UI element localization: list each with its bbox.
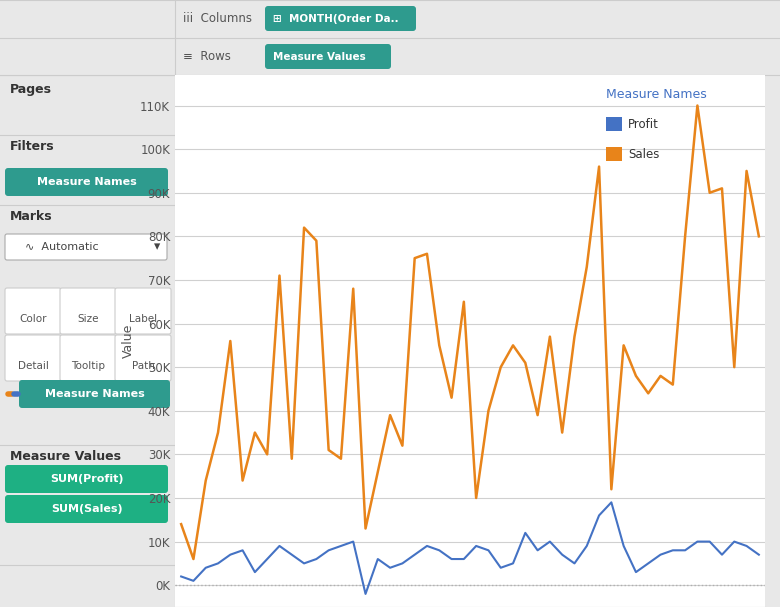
FancyBboxPatch shape xyxy=(265,44,391,69)
Text: Measure Names: Measure Names xyxy=(45,389,145,399)
Text: iii  Columns: iii Columns xyxy=(183,12,252,24)
Text: ∿  Automatic: ∿ Automatic xyxy=(25,242,98,252)
Text: SUM(Sales): SUM(Sales) xyxy=(51,504,122,514)
Text: SUM(Profit): SUM(Profit) xyxy=(50,474,124,484)
Text: Measure Values: Measure Values xyxy=(273,52,366,61)
FancyBboxPatch shape xyxy=(5,465,168,493)
Text: Label: Label xyxy=(129,314,157,324)
Text: Detail: Detail xyxy=(18,361,48,371)
Text: Measure Names: Measure Names xyxy=(37,177,136,187)
FancyBboxPatch shape xyxy=(265,6,416,31)
FancyBboxPatch shape xyxy=(60,288,116,334)
Text: Profit: Profit xyxy=(628,118,659,131)
FancyBboxPatch shape xyxy=(5,495,168,523)
Text: Filters: Filters xyxy=(10,140,55,154)
FancyBboxPatch shape xyxy=(115,335,171,381)
Text: Sales: Sales xyxy=(628,148,659,160)
Text: Size: Size xyxy=(77,314,99,324)
Text: Marks: Marks xyxy=(10,211,52,223)
Text: Tooltip: Tooltip xyxy=(71,361,105,371)
Text: ▾: ▾ xyxy=(154,240,160,254)
Bar xyxy=(606,147,622,161)
FancyBboxPatch shape xyxy=(19,380,170,408)
Y-axis label: Value: Value xyxy=(122,324,135,358)
Text: Path: Path xyxy=(132,361,154,371)
Bar xyxy=(606,117,622,131)
FancyBboxPatch shape xyxy=(5,234,167,260)
Text: Measure Names: Measure Names xyxy=(606,87,707,101)
Text: ≡  Rows: ≡ Rows xyxy=(183,50,231,63)
FancyBboxPatch shape xyxy=(60,335,116,381)
FancyBboxPatch shape xyxy=(115,288,171,334)
FancyBboxPatch shape xyxy=(5,168,168,196)
Text: ⊞  MONTH(Order Da..: ⊞ MONTH(Order Da.. xyxy=(273,13,399,24)
Text: Color: Color xyxy=(20,314,47,324)
Text: Pages: Pages xyxy=(10,84,52,97)
FancyBboxPatch shape xyxy=(5,335,61,381)
Text: Measure Values: Measure Values xyxy=(10,450,121,464)
FancyBboxPatch shape xyxy=(5,288,61,334)
